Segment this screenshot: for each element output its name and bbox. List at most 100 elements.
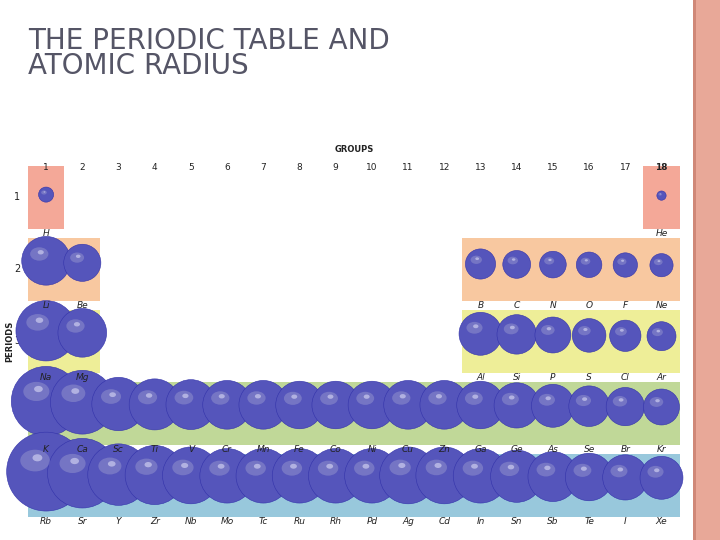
Ellipse shape [531, 384, 575, 427]
Ellipse shape [434, 463, 441, 468]
Ellipse shape [41, 191, 47, 194]
Ellipse shape [239, 381, 288, 429]
Ellipse shape [660, 193, 661, 194]
Text: Ca: Ca [76, 446, 88, 454]
Ellipse shape [364, 395, 369, 399]
Ellipse shape [504, 323, 518, 334]
Ellipse shape [611, 465, 627, 477]
Ellipse shape [318, 461, 338, 476]
Ellipse shape [66, 319, 85, 333]
Ellipse shape [203, 381, 251, 429]
Ellipse shape [502, 393, 519, 406]
Ellipse shape [428, 392, 446, 404]
Ellipse shape [585, 259, 588, 261]
Ellipse shape [166, 380, 216, 429]
Ellipse shape [99, 457, 122, 475]
Ellipse shape [308, 449, 363, 503]
Text: 6: 6 [224, 163, 230, 172]
Ellipse shape [620, 329, 624, 332]
Text: 4: 4 [14, 408, 20, 418]
Ellipse shape [174, 391, 193, 404]
Ellipse shape [64, 244, 101, 281]
Ellipse shape [494, 383, 539, 428]
Text: P: P [550, 373, 556, 382]
Ellipse shape [650, 254, 673, 277]
Text: As: As [547, 446, 558, 454]
Ellipse shape [248, 392, 266, 404]
Ellipse shape [70, 253, 84, 262]
Ellipse shape [544, 465, 551, 470]
Ellipse shape [459, 312, 502, 355]
Ellipse shape [539, 394, 555, 406]
FancyBboxPatch shape [28, 454, 680, 517]
Ellipse shape [284, 392, 302, 405]
Ellipse shape [508, 465, 514, 469]
Text: C: C [513, 301, 520, 310]
Ellipse shape [146, 393, 152, 398]
Ellipse shape [345, 449, 399, 503]
Ellipse shape [539, 251, 566, 278]
Text: Sn: Sn [511, 517, 523, 526]
Ellipse shape [610, 320, 641, 352]
Ellipse shape [125, 446, 184, 504]
Ellipse shape [384, 381, 433, 429]
Text: F: F [623, 301, 628, 310]
Text: 3: 3 [116, 163, 122, 172]
Ellipse shape [362, 464, 369, 469]
Ellipse shape [426, 460, 447, 475]
Ellipse shape [528, 451, 578, 502]
Ellipse shape [615, 327, 627, 336]
Ellipse shape [200, 449, 254, 503]
Ellipse shape [23, 382, 50, 401]
Text: N: N [549, 301, 557, 310]
FancyBboxPatch shape [695, 0, 720, 540]
Ellipse shape [644, 389, 680, 425]
Text: 7: 7 [261, 163, 266, 172]
Text: Ti: Ti [150, 446, 158, 454]
Ellipse shape [163, 447, 220, 504]
Ellipse shape [509, 395, 515, 400]
Text: 14: 14 [511, 163, 523, 172]
Ellipse shape [613, 396, 627, 407]
Text: Mg: Mg [76, 373, 89, 382]
Ellipse shape [465, 249, 495, 279]
Text: Si: Si [513, 373, 521, 382]
Ellipse shape [471, 464, 478, 469]
Ellipse shape [182, 394, 189, 398]
Text: Kr: Kr [657, 446, 666, 454]
Ellipse shape [574, 464, 591, 477]
Ellipse shape [356, 392, 374, 405]
Ellipse shape [354, 461, 374, 476]
Ellipse shape [219, 394, 225, 399]
Ellipse shape [138, 390, 157, 404]
Text: Co: Co [330, 446, 341, 454]
Ellipse shape [246, 461, 266, 476]
Text: Rh: Rh [330, 517, 342, 526]
FancyBboxPatch shape [28, 238, 100, 301]
Text: Zn: Zn [438, 446, 450, 454]
Ellipse shape [145, 462, 152, 467]
Ellipse shape [654, 259, 662, 265]
Ellipse shape [76, 255, 81, 258]
Text: Sc: Sc [113, 446, 124, 454]
Text: THE PERIODIC TABLE AND: THE PERIODIC TABLE AND [28, 27, 390, 55]
Ellipse shape [659, 193, 662, 195]
Ellipse shape [657, 260, 660, 262]
Text: 5: 5 [14, 480, 20, 490]
Ellipse shape [392, 392, 410, 404]
Ellipse shape [546, 396, 551, 400]
Text: 18: 18 [655, 163, 667, 172]
FancyBboxPatch shape [693, 0, 696, 540]
Text: 9: 9 [333, 163, 338, 172]
Ellipse shape [436, 394, 442, 399]
Ellipse shape [254, 464, 261, 469]
FancyBboxPatch shape [28, 166, 64, 229]
Ellipse shape [541, 325, 554, 335]
Ellipse shape [657, 191, 666, 200]
Text: Be: Be [76, 301, 88, 310]
Text: Fe: Fe [294, 446, 305, 454]
Ellipse shape [282, 461, 302, 476]
Text: ATOMIC RADIUS: ATOMIC RADIUS [28, 52, 248, 80]
FancyBboxPatch shape [28, 309, 100, 373]
Ellipse shape [326, 464, 333, 469]
